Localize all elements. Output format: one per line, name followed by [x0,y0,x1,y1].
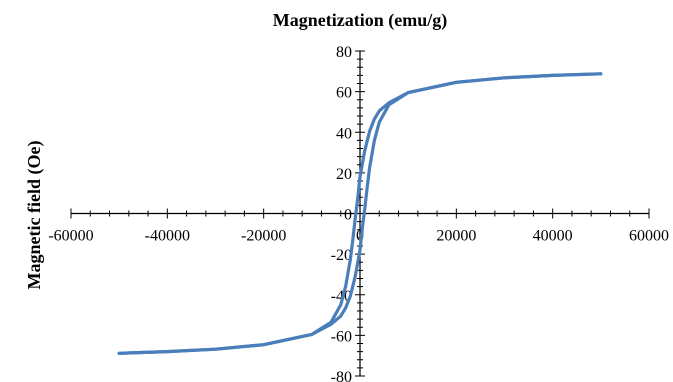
x-tick-label: -60000 [48,228,93,245]
y-tick-label: 60 [336,85,352,102]
y-tick-label: -20 [331,247,352,264]
x-tick-label: 20000 [436,228,476,245]
x-tick-label: 60000 [629,228,669,245]
y-tick-label: 0 [344,207,352,224]
chart-title: Magnetization (emu/g) [273,10,447,31]
series-layer [117,72,603,355]
axes: -60000 -40000 -20000 0 20000 40000 60000 -80 -60… [48,44,669,382]
y-tick-label: 20 [336,166,352,183]
y-tick-label: -40 [331,288,352,305]
y-tick-label: -60 [331,328,352,345]
y-tick-label: 80 [336,44,352,61]
x-tick-label: 40000 [533,228,573,245]
series-line-2 [117,72,603,355]
y-tick-label: -80 [331,369,352,382]
x-tick-label: -20000 [241,228,286,245]
y-axis-label: Magnetic field (Oe) [24,141,45,290]
x-tick-label: -40000 [145,228,190,245]
y-tick-label: 40 [336,125,352,142]
